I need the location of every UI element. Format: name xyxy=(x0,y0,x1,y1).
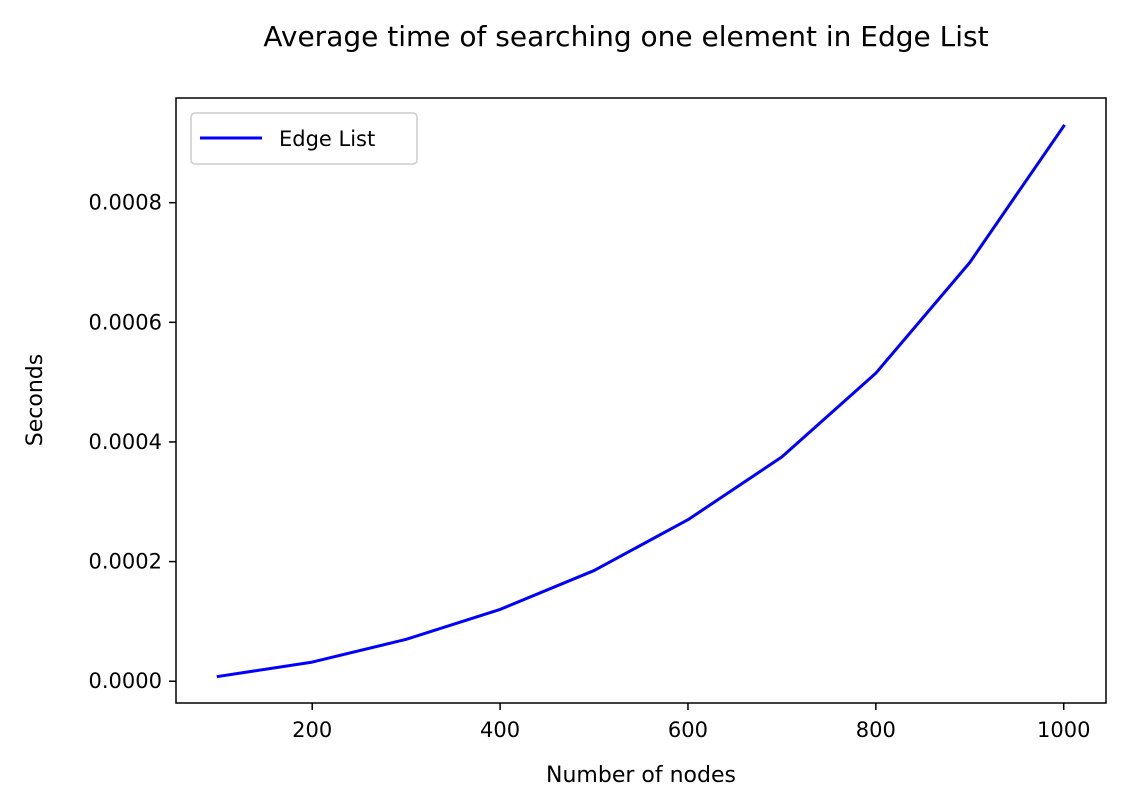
y-axis-label: Seconds xyxy=(23,354,48,446)
chart-title: Average time of searching one element in… xyxy=(263,20,988,53)
y-tick-label: 0.0004 xyxy=(89,430,162,454)
x-tick-label: 600 xyxy=(668,718,708,742)
legend-label-edge-list: Edge List xyxy=(279,127,375,151)
x-axis-ticks: 200 400 600 800 1000 xyxy=(292,703,1090,742)
y-axis-ticks: 0.0000 0.0002 0.0004 0.0006 0.0008 xyxy=(89,191,176,693)
y-tick-label: 0.0006 xyxy=(89,310,162,334)
y-tick-label: 0.0002 xyxy=(89,550,162,574)
legend: Edge List xyxy=(190,112,418,165)
x-tick-label: 1000 xyxy=(1037,718,1090,742)
series-layer xyxy=(216,124,1066,679)
plot-frame xyxy=(175,97,1107,704)
plot-area xyxy=(176,98,1106,703)
x-tick-label: 200 xyxy=(292,718,332,742)
legend-box xyxy=(190,112,418,165)
y-tick-label: 0.0008 xyxy=(89,191,162,215)
x-axis-label: Number of nodes xyxy=(546,763,736,788)
x-tick-label: 400 xyxy=(480,718,520,742)
series-line-edge-list xyxy=(216,124,1066,679)
y-tick-label: 0.0000 xyxy=(89,669,162,693)
x-tick-label: 800 xyxy=(856,718,896,742)
